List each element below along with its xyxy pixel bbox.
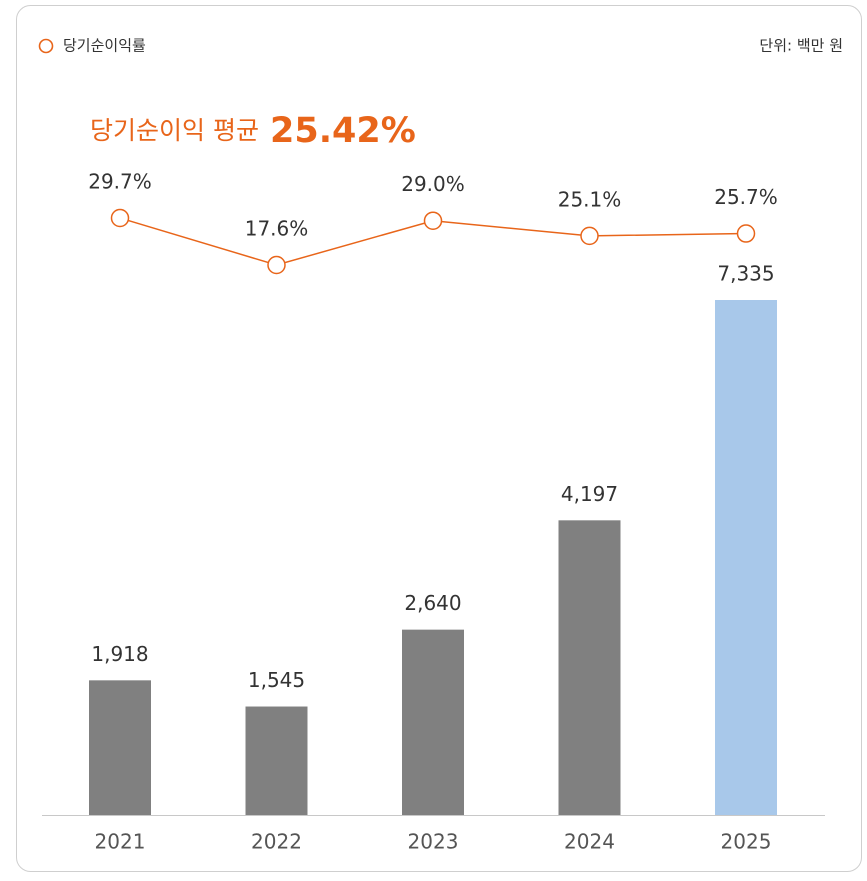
line-marker [736,224,756,243]
headline-value: 25.42% [270,111,416,151]
line-value-label: 25.1% [558,187,622,211]
x-tick-label: 2023 [408,830,459,854]
line-marker [423,211,443,230]
line-value-label: 29.7% [88,170,152,194]
bar-value-label: 1,545 [248,668,305,692]
unit-label: 단위: 백만 원 [759,37,843,55]
bar [715,300,777,815]
bar [245,706,308,815]
x-tick-label: 2022 [251,830,302,854]
headline: 당기순이익 평균 25.42% [90,111,416,151]
legend-label: 당기순이익률 [63,37,146,55]
bar-value-label: 1,918 [91,642,148,666]
bar-value-label: 2,640 [404,591,461,615]
x-tick-label: 2021 [95,830,146,854]
legend-marker [38,38,54,54]
bar [558,520,621,815]
line-value-label: 17.6% [245,217,309,241]
bar [89,680,151,815]
line-value-label: 29.0% [401,172,465,196]
card [16,5,862,872]
x-tick-label: 2025 [721,830,772,854]
bar-value-label: 4,197 [561,482,618,506]
bar-value-label: 7,335 [717,262,774,286]
line-marker [267,255,286,275]
line-marker [580,226,599,246]
x-tick-label: 2024 [564,830,615,854]
headline-text: 당기순이익 평균 [90,116,259,145]
line-marker [110,208,130,228]
line-value-label: 25.7% [714,185,778,209]
bar [402,629,464,815]
